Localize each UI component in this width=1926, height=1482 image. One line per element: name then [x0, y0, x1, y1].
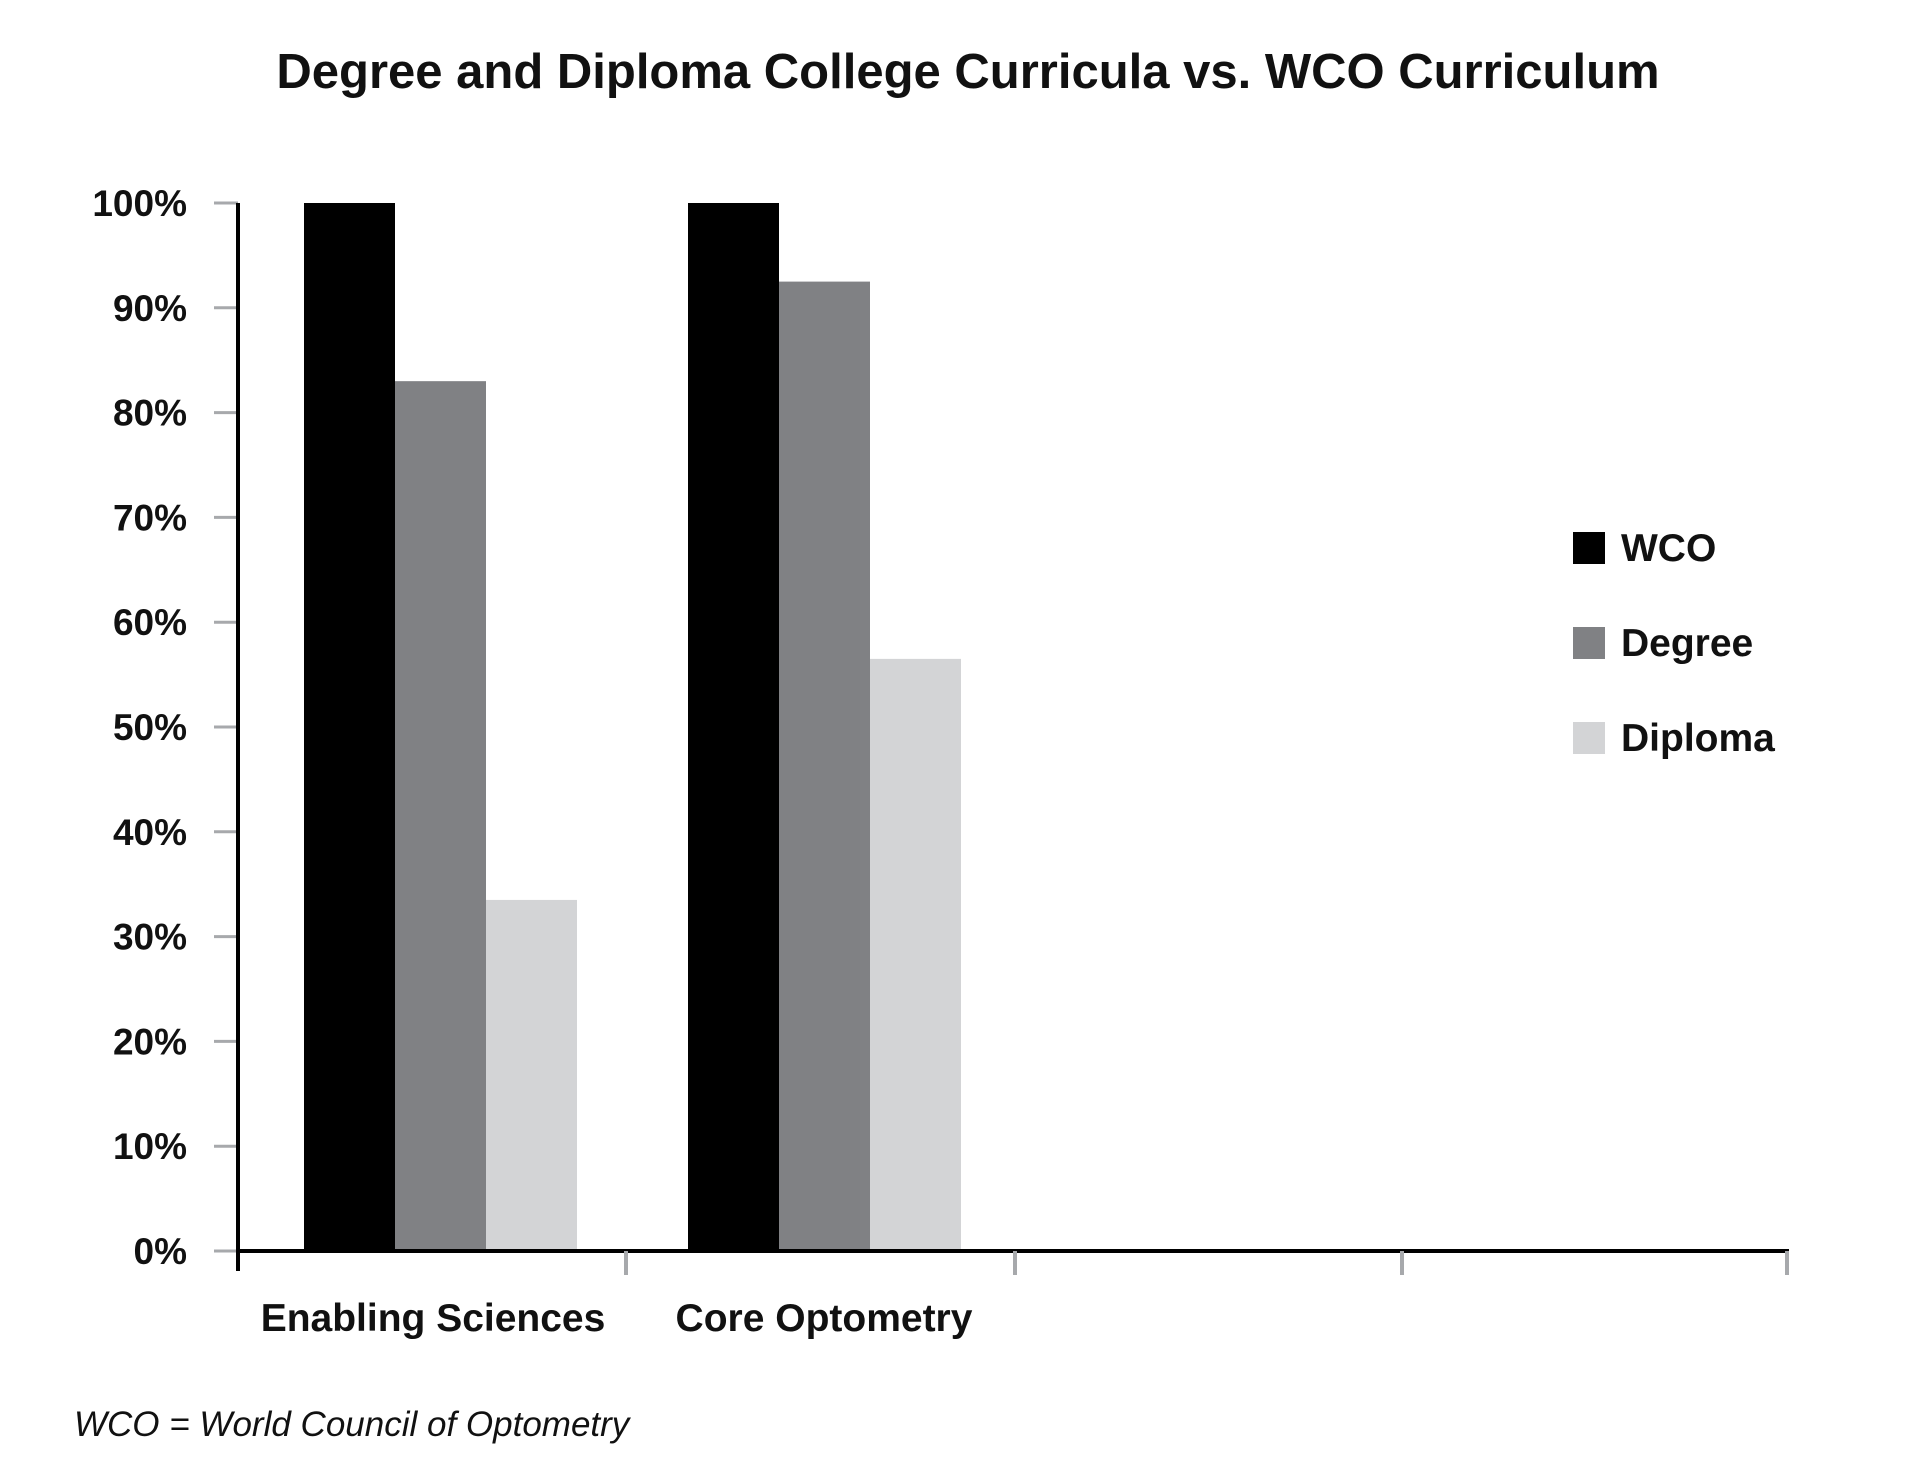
y-axis-ticks: 0% 10% 20% 30% 40% 50% 60% 70% 80% 90% 100% [92, 183, 238, 1272]
y-tick-label: 20% [113, 1021, 187, 1062]
legend-swatch-wco [1573, 532, 1605, 564]
axes [236, 203, 1789, 1271]
x-tick-label: Core Optometry [676, 1297, 973, 1340]
y-tick-label: 80% [113, 393, 187, 434]
bar-diploma-1 [486, 899, 577, 1251]
footnote: WCO = World Council of Optometry [74, 1405, 632, 1444]
bar-degree-1 [395, 381, 486, 1251]
y-tick-label: 90% [113, 288, 187, 329]
y-tick-label: 0% [134, 1231, 187, 1272]
x-tick-label: Enabling Sciences [261, 1297, 606, 1340]
x-axis-labels: Enabling Sciences Core Optometry [261, 1297, 973, 1340]
legend-swatch-degree [1573, 627, 1605, 659]
y-tick-label: 100% [92, 183, 187, 224]
legend-label-degree: Degree [1621, 622, 1753, 665]
legend-swatch-diploma [1573, 722, 1605, 754]
legend: WCO Degree Diploma [1573, 527, 1775, 760]
y-tick-label: 50% [113, 707, 187, 748]
bar-wco-2 [688, 203, 779, 1251]
chart-title: Degree and Diploma College Curricula vs.… [276, 45, 1659, 99]
legend-label-wco: WCO [1621, 527, 1716, 570]
bar-diploma-2 [870, 658, 961, 1251]
y-tick-label: 40% [113, 812, 187, 853]
bars-group [304, 203, 961, 1252]
y-tick-label: 30% [113, 917, 187, 958]
bar-degree-2 [779, 281, 870, 1252]
legend-label-diploma: Diploma [1621, 717, 1775, 760]
y-tick-label: 10% [113, 1126, 187, 1167]
y-tick-label: 60% [113, 602, 187, 643]
x-axis-ticks [624, 1251, 1789, 1275]
bar-wco-1 [304, 203, 395, 1251]
y-tick-label: 70% [113, 497, 187, 538]
